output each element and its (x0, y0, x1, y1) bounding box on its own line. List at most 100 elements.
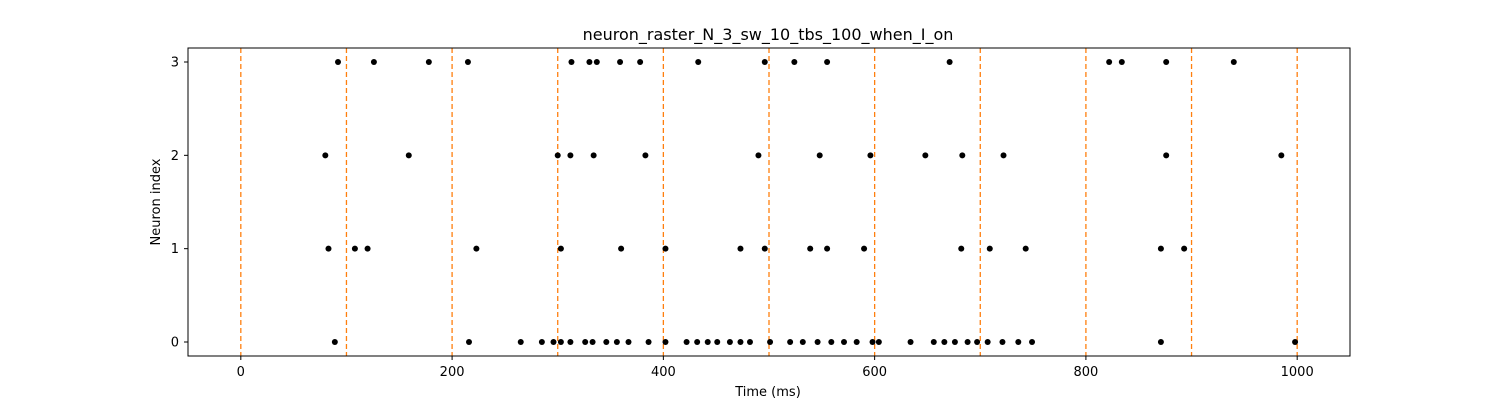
spike-point (586, 59, 593, 65)
spike-point (590, 152, 597, 159)
spike-point (951, 339, 958, 345)
x-tick-label: 1000 (1281, 365, 1314, 380)
spike-point (1278, 152, 1285, 159)
spike-point (816, 152, 823, 159)
spike-point (1000, 152, 1007, 159)
spike-point (567, 339, 574, 345)
spike-point (974, 339, 981, 345)
x-tick-label: 0 (237, 365, 245, 380)
spike-point (799, 339, 806, 345)
spike-point (1157, 339, 1164, 345)
spike-point (370, 59, 377, 65)
y-tick-label: 1 (171, 242, 179, 257)
spike-points (322, 59, 1299, 345)
spike-point (557, 245, 564, 252)
spike-point (637, 59, 644, 65)
spike-point (1181, 245, 1188, 252)
y-axis-title: Neuron index (149, 158, 164, 245)
spike-point (867, 152, 874, 159)
spike-point (1230, 59, 1237, 65)
spike-point (473, 245, 480, 252)
spike-point (959, 152, 966, 159)
spike-point (517, 339, 524, 345)
x-axis-title: Time (ms) (734, 385, 801, 400)
x-axis-ticks: 0 200 400 600 800 1000 (237, 356, 1314, 380)
spike-point (946, 59, 953, 65)
spike-point (755, 152, 762, 159)
spike-point (331, 339, 338, 345)
spike-point (589, 339, 596, 345)
y-tick-label: 0 (171, 336, 179, 351)
spike-point (841, 339, 848, 345)
spike-point (335, 59, 342, 65)
spike-point (1157, 245, 1164, 252)
x-tick-label: 600 (862, 365, 887, 380)
spike-point (465, 339, 472, 345)
y-tick-label: 3 (171, 56, 179, 71)
spike-point (824, 245, 831, 252)
spike-point (613, 339, 620, 345)
spike-point (425, 59, 432, 65)
spike-point (726, 339, 733, 345)
chart-title: neuron_raster_N_3_sw_10_tbs_100_when_I_o… (583, 25, 954, 45)
spike-point (582, 339, 589, 345)
spike-point (787, 339, 794, 345)
spike-point (853, 339, 860, 345)
spike-point (617, 59, 624, 65)
spike-point (869, 339, 876, 345)
spike-point (737, 339, 744, 345)
spike-point (322, 152, 329, 159)
spike-point (567, 152, 574, 159)
spike-point (714, 339, 721, 345)
spike-point (761, 59, 768, 65)
spike-point (767, 339, 774, 345)
y-axis-ticks: 0 1 2 3 (171, 56, 188, 351)
spike-point (642, 152, 649, 159)
spike-point (695, 59, 702, 65)
spike-point (737, 245, 744, 252)
spike-point (351, 245, 358, 252)
spike-point (618, 245, 625, 252)
spike-point (941, 339, 948, 345)
spike-point (645, 339, 652, 345)
spike-point (1118, 59, 1125, 65)
spike-point (907, 339, 914, 345)
stimulus-lines (240, 48, 1298, 356)
spike-point (1106, 59, 1113, 65)
spike-point (1029, 339, 1036, 345)
spike-point (704, 339, 711, 345)
x-tick-label: 800 (1073, 365, 1098, 380)
spike-point (999, 339, 1006, 345)
spike-point (746, 339, 753, 345)
spike-point (984, 339, 991, 345)
x-tick-label: 200 (440, 365, 465, 380)
y-tick-label: 2 (171, 149, 179, 164)
spike-point (875, 339, 882, 345)
spike-point (824, 59, 831, 65)
spike-point (550, 339, 557, 345)
spike-point (538, 339, 545, 345)
spike-point (1015, 339, 1022, 345)
spike-point (662, 339, 669, 345)
spike-point (964, 339, 971, 345)
plot-frame (187, 47, 1351, 357)
spike-point (464, 59, 471, 65)
spike-point (603, 339, 610, 345)
spike-point (1163, 152, 1170, 159)
spike-point (554, 152, 561, 159)
spike-point (405, 152, 412, 159)
spike-point (683, 339, 690, 345)
spike-point (958, 245, 965, 252)
spike-point (364, 245, 371, 252)
x-tick-label: 400 (651, 365, 676, 380)
spike-point (828, 339, 835, 345)
spike-point (325, 245, 332, 252)
spike-point (814, 339, 821, 345)
spike-point (861, 245, 868, 252)
spike-point (593, 59, 600, 65)
spike-point (791, 59, 798, 65)
spike-point (922, 152, 929, 159)
spike-point (1163, 59, 1170, 65)
